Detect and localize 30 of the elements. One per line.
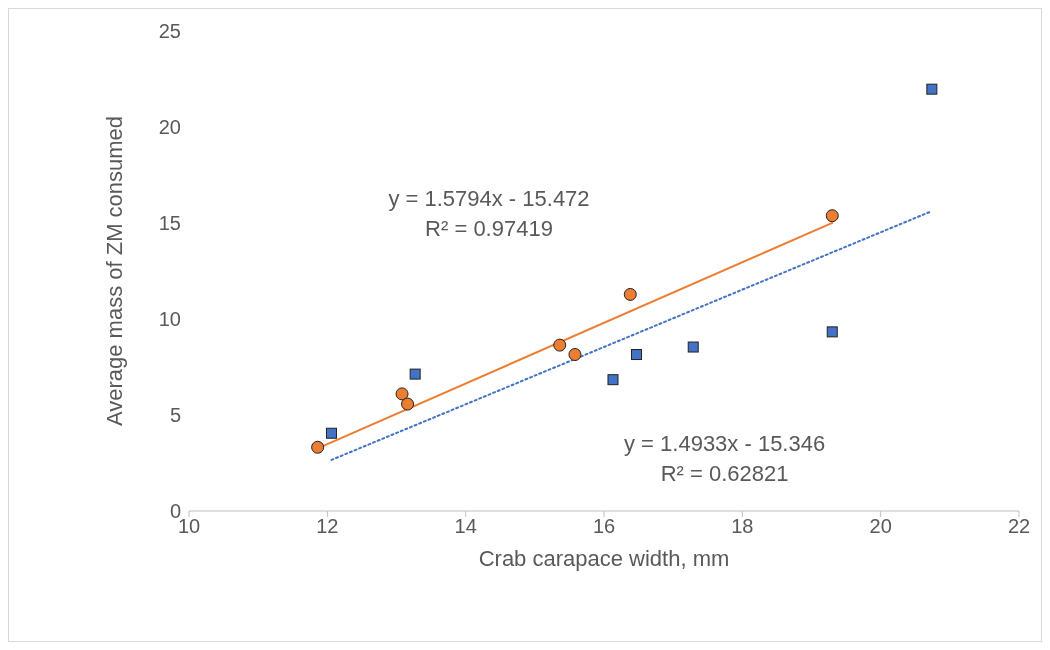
point	[825, 209, 839, 223]
point	[553, 338, 567, 352]
y-tick-label: 10	[158, 308, 181, 331]
point	[687, 341, 699, 353]
x-tick-label: 16	[592, 515, 616, 538]
y-axis-title: Average mass of ZM consumed	[101, 115, 127, 427]
point	[826, 326, 838, 338]
y-tick-label: 20	[158, 116, 181, 139]
x-tick-label: 14	[454, 515, 477, 538]
point	[325, 427, 337, 439]
x-tick-label: 12	[316, 515, 339, 538]
x-tick-label: 20	[869, 515, 892, 538]
point	[311, 440, 325, 454]
point	[926, 83, 938, 95]
point	[409, 368, 421, 380]
x-tick-label: 22	[1007, 515, 1031, 538]
point	[401, 397, 415, 411]
point	[395, 387, 409, 401]
annotation: y = 1.4933x - 15.346 R² = 0.62821	[623, 429, 827, 488]
point	[568, 348, 582, 362]
y-tick-label: 5	[169, 404, 181, 427]
x-tick-label: 18	[731, 515, 754, 538]
y-tick-label: 0	[169, 500, 181, 523]
y-tick-label: 15	[158, 212, 181, 235]
point	[607, 374, 619, 386]
annotation: y = 1.5794x - 15.472 R² = 0.97419	[387, 184, 591, 243]
point	[623, 287, 637, 301]
point	[631, 349, 643, 361]
y-tick-label: 25	[158, 20, 181, 43]
x-axis-title: Crab carapace width, mm	[478, 546, 730, 571]
